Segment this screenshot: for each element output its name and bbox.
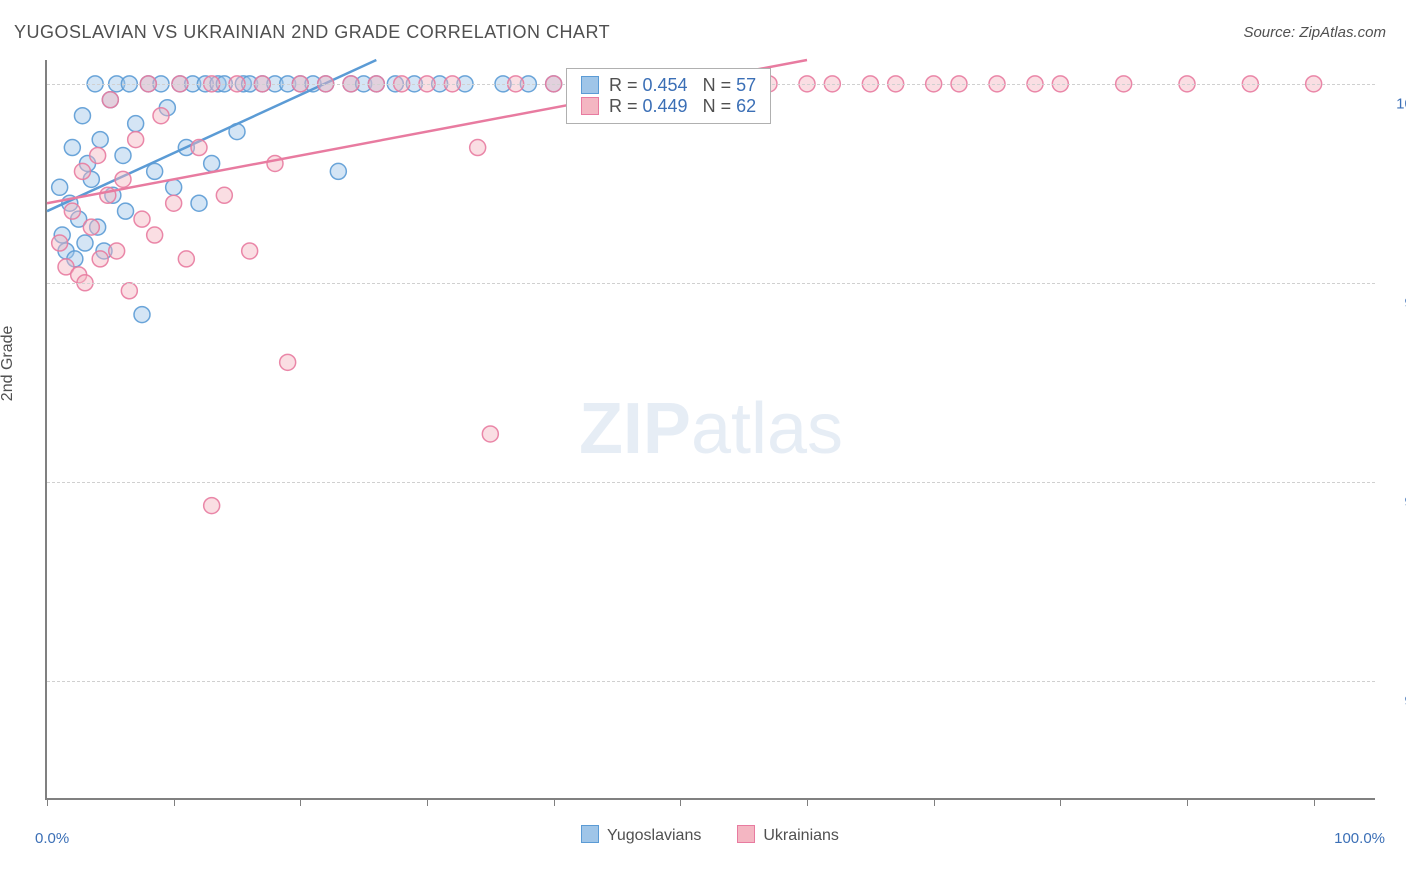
x-tick (554, 798, 555, 806)
x-tick (1314, 798, 1315, 806)
scatter-point (204, 498, 220, 514)
scatter-point (128, 132, 144, 148)
scatter-point (134, 211, 150, 227)
y-tick-label: 95.0% (1387, 493, 1406, 510)
scatter-point (280, 354, 296, 370)
scatter-point (128, 116, 144, 132)
stats-swatch (581, 97, 599, 115)
scatter-point (115, 171, 131, 187)
y-tick-label: 97.5% (1387, 294, 1406, 311)
gridline-h (47, 681, 1375, 682)
scatter-point (166, 179, 182, 195)
plot-area: ZIPatlas 92.5%95.0%97.5%100.0% (45, 60, 1375, 800)
scatter-point (74, 108, 90, 124)
scatter-point (267, 155, 283, 171)
chart-title: YUGOSLAVIAN VS UKRAINIAN 2ND GRADE CORRE… (14, 22, 610, 43)
scatter-point (52, 235, 68, 251)
scatter-point (242, 243, 258, 259)
scatter-point (92, 132, 108, 148)
scatter-point (191, 140, 207, 156)
stats-n-label: N = (688, 96, 737, 116)
scatter-svg (47, 60, 1375, 798)
scatter-point (204, 155, 220, 171)
scatter-point (166, 195, 182, 211)
scatter-point (74, 163, 90, 179)
stats-r-label: R = (609, 75, 643, 95)
scatter-point (77, 235, 93, 251)
scatter-point (153, 108, 169, 124)
scatter-point (109, 243, 125, 259)
x-tick (300, 798, 301, 806)
stats-r-value: 0.454 (643, 75, 688, 95)
gridline-h (47, 283, 1375, 284)
stats-n-label: N = (688, 75, 737, 95)
x-tick (174, 798, 175, 806)
gridline-h (47, 482, 1375, 483)
scatter-point (92, 251, 108, 267)
scatter-point (147, 227, 163, 243)
x-axis-min-label: 0.0% (35, 830, 69, 847)
scatter-point (64, 203, 80, 219)
correlation-stats-box: R = 0.454 N = 57R = 0.449 N = 62 (566, 68, 771, 124)
y-tick-label: 92.5% (1387, 692, 1406, 709)
scatter-point (102, 92, 118, 108)
x-axis-labels: 0.0% 100.0% (45, 820, 1375, 850)
y-axis-title: 2nd Grade (0, 326, 17, 402)
y-tick-label: 100.0% (1387, 95, 1406, 112)
scatter-point (178, 251, 194, 267)
scatter-point (134, 307, 150, 323)
stats-n-value: 57 (736, 75, 756, 95)
x-tick (807, 798, 808, 806)
scatter-point (118, 203, 134, 219)
scatter-point (115, 147, 131, 163)
stats-n-value: 62 (736, 96, 756, 116)
x-tick (1187, 798, 1188, 806)
source-attribution: Source: ZipAtlas.com (1243, 24, 1386, 41)
scatter-point (147, 163, 163, 179)
scatter-point (64, 140, 80, 156)
scatter-point (330, 163, 346, 179)
scatter-point (216, 187, 232, 203)
stats-row: R = 0.449 N = 62 (581, 96, 756, 117)
scatter-point (90, 147, 106, 163)
scatter-point (470, 140, 486, 156)
x-tick (680, 798, 681, 806)
stats-row: R = 0.454 N = 57 (581, 75, 756, 96)
stats-swatch (581, 76, 599, 94)
scatter-point (191, 195, 207, 211)
scatter-point (482, 426, 498, 442)
x-tick (934, 798, 935, 806)
stats-r-label: R = (609, 96, 643, 116)
chart-container: YUGOSLAVIAN VS UKRAINIAN 2ND GRADE CORRE… (0, 0, 1406, 892)
x-axis-max-label: 100.0% (1334, 830, 1385, 847)
scatter-point (52, 179, 68, 195)
scatter-point (83, 219, 99, 235)
scatter-point (121, 283, 137, 299)
stats-r-value: 0.449 (643, 96, 688, 116)
x-tick (47, 798, 48, 806)
x-tick (1060, 798, 1061, 806)
x-tick (427, 798, 428, 806)
